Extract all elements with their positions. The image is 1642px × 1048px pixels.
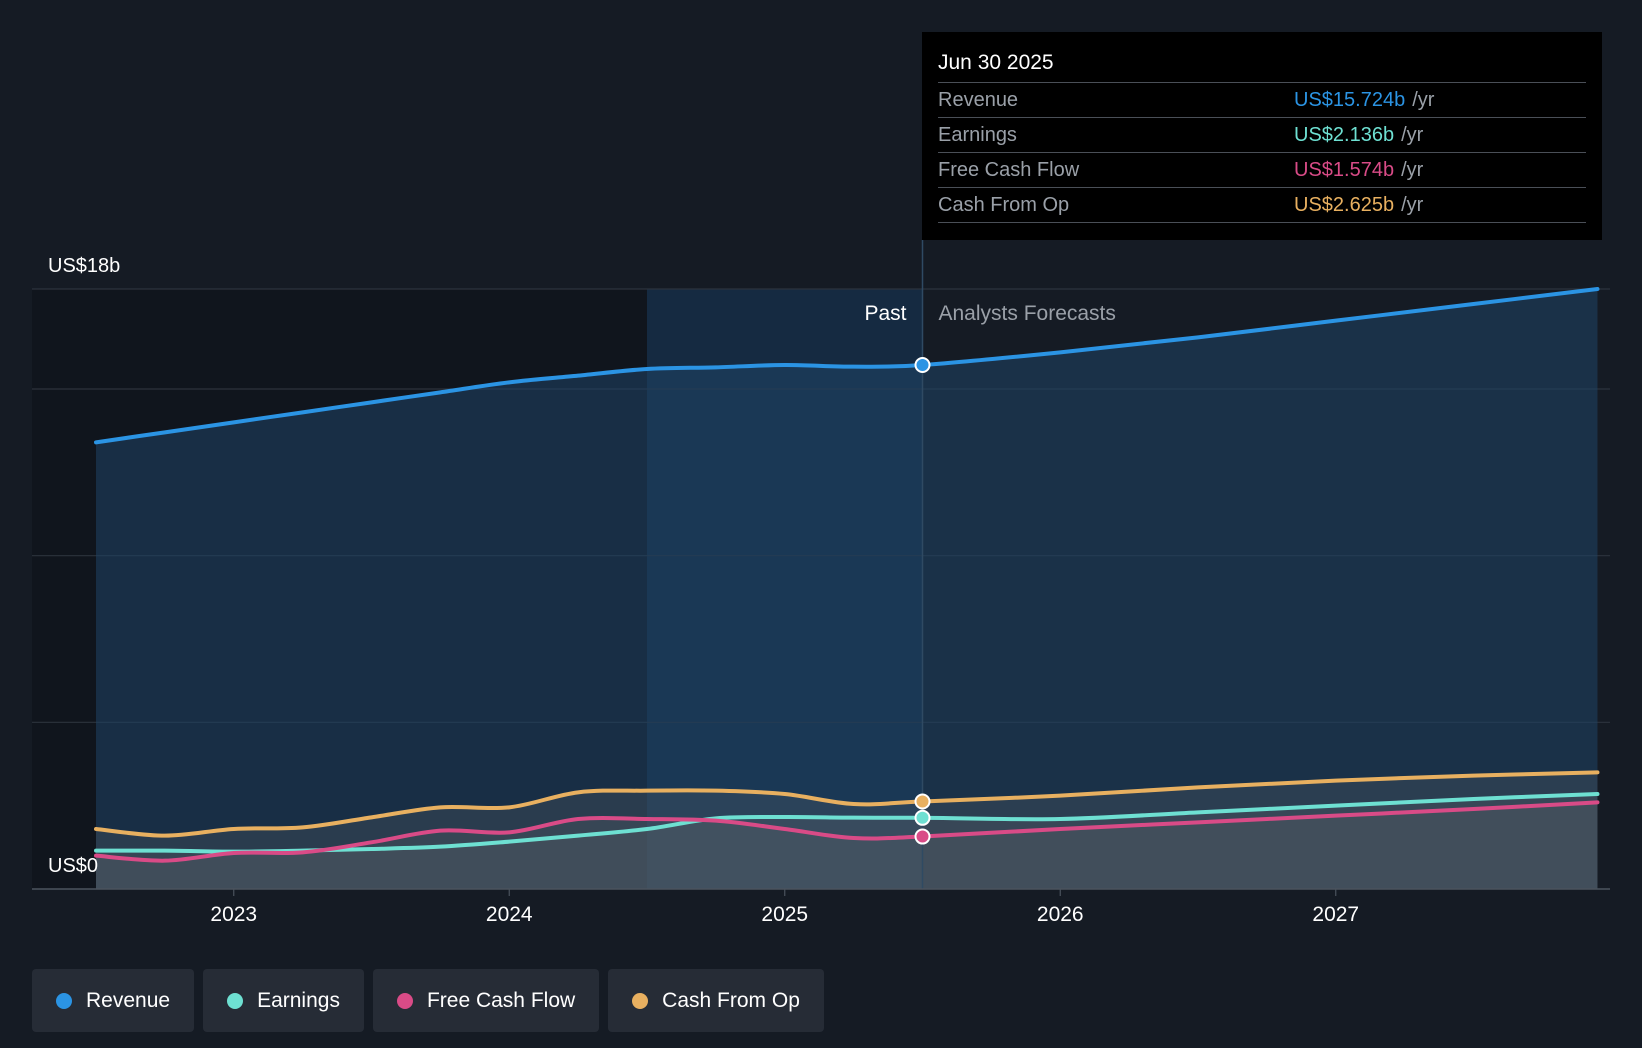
area-free-cash-flow [96,802,1598,889]
tooltip-label: Earnings [938,124,1017,146]
tooltip-value: US$2.625b [1294,194,1395,216]
forecast-label: Analysts Forecasts [939,302,1116,325]
x-tick-label: 2027 [1312,903,1359,926]
legend: Revenue Earnings Free Cash Flow Cash Fro… [32,969,824,1032]
series-areas [96,289,1598,889]
past-label: Past [864,302,906,325]
line-free-cash-flow [94,800,1600,863]
y-axis-bottom-label: US$0 [48,855,98,877]
legend-item-cash-from-op[interactable]: Cash From Op [608,969,824,1032]
x-tick-label: 2025 [761,903,808,926]
tooltip-unit: /yr [1401,159,1424,181]
x-tick-label: 2023 [210,903,257,926]
line-cash-from-op [94,770,1600,838]
tooltip-label: Revenue [938,89,1019,111]
legend-dot-icon [396,992,413,1009]
tooltip-unit: /yr [1401,194,1424,216]
legend-dot-icon [632,992,649,1009]
tooltip-row-earnings: Earnings US$2.136b /yr [938,118,1586,153]
tooltip-unit: /yr [1401,124,1424,146]
tooltip-row-cash-from-op: Cash From Op US$2.625b /yr [938,188,1586,223]
legend-label: Revenue [86,988,171,1012]
point-cash-from-op[interactable] [914,793,931,810]
point-free-cash-flow[interactable] [914,828,931,845]
highlight-points[interactable] [914,357,931,845]
point-earnings[interactable] [914,809,931,826]
area-revenue [96,289,1598,889]
legend-dot-icon [227,992,244,1009]
line-revenue [94,287,1600,445]
legend-dot-icon [56,992,72,1009]
tooltip-unit: /yr [1412,89,1435,111]
area-cash-from-op [96,772,1598,889]
tooltip-value: US$15.724b [1294,89,1406,111]
legend-item-free-cash-flow[interactable]: Free Cash Flow [372,969,600,1032]
point-revenue[interactable] [914,357,931,373]
legend-label: Cash From Op [662,988,800,1012]
tooltip-value: US$1.574b [1294,159,1395,181]
series-lines [94,287,1600,863]
legend-item-earnings[interactable]: Earnings [203,969,364,1032]
legend-label: Earnings [257,988,340,1012]
tooltip-label: Cash From Op [938,194,1070,216]
tooltip-row-free-cash-flow: Free Cash Flow US$1.574b /yr [938,153,1586,188]
tooltip: Jun 30 2025 Revenue US$15.724b /yr Earni… [922,32,1602,240]
y-axis-top-label: US$18b [48,255,120,277]
legend-label: Free Cash Flow [426,988,576,1012]
x-tick-label: 2024 [486,903,533,926]
tooltip-value: US$2.136b [1294,124,1395,146]
legend-item-revenue[interactable]: Revenue [32,969,195,1032]
x-tick-label: 2026 [1037,903,1084,926]
area-earnings [96,794,1598,889]
x-axis-ticks: 2023 2024 2025 2026 2027 [32,888,1610,926]
tooltip-row-revenue: Revenue US$15.724b /yr [938,83,1586,118]
tooltip-label: Free Cash Flow [938,159,1080,181]
tooltip-date: Jun 30 2025 [938,48,1586,83]
